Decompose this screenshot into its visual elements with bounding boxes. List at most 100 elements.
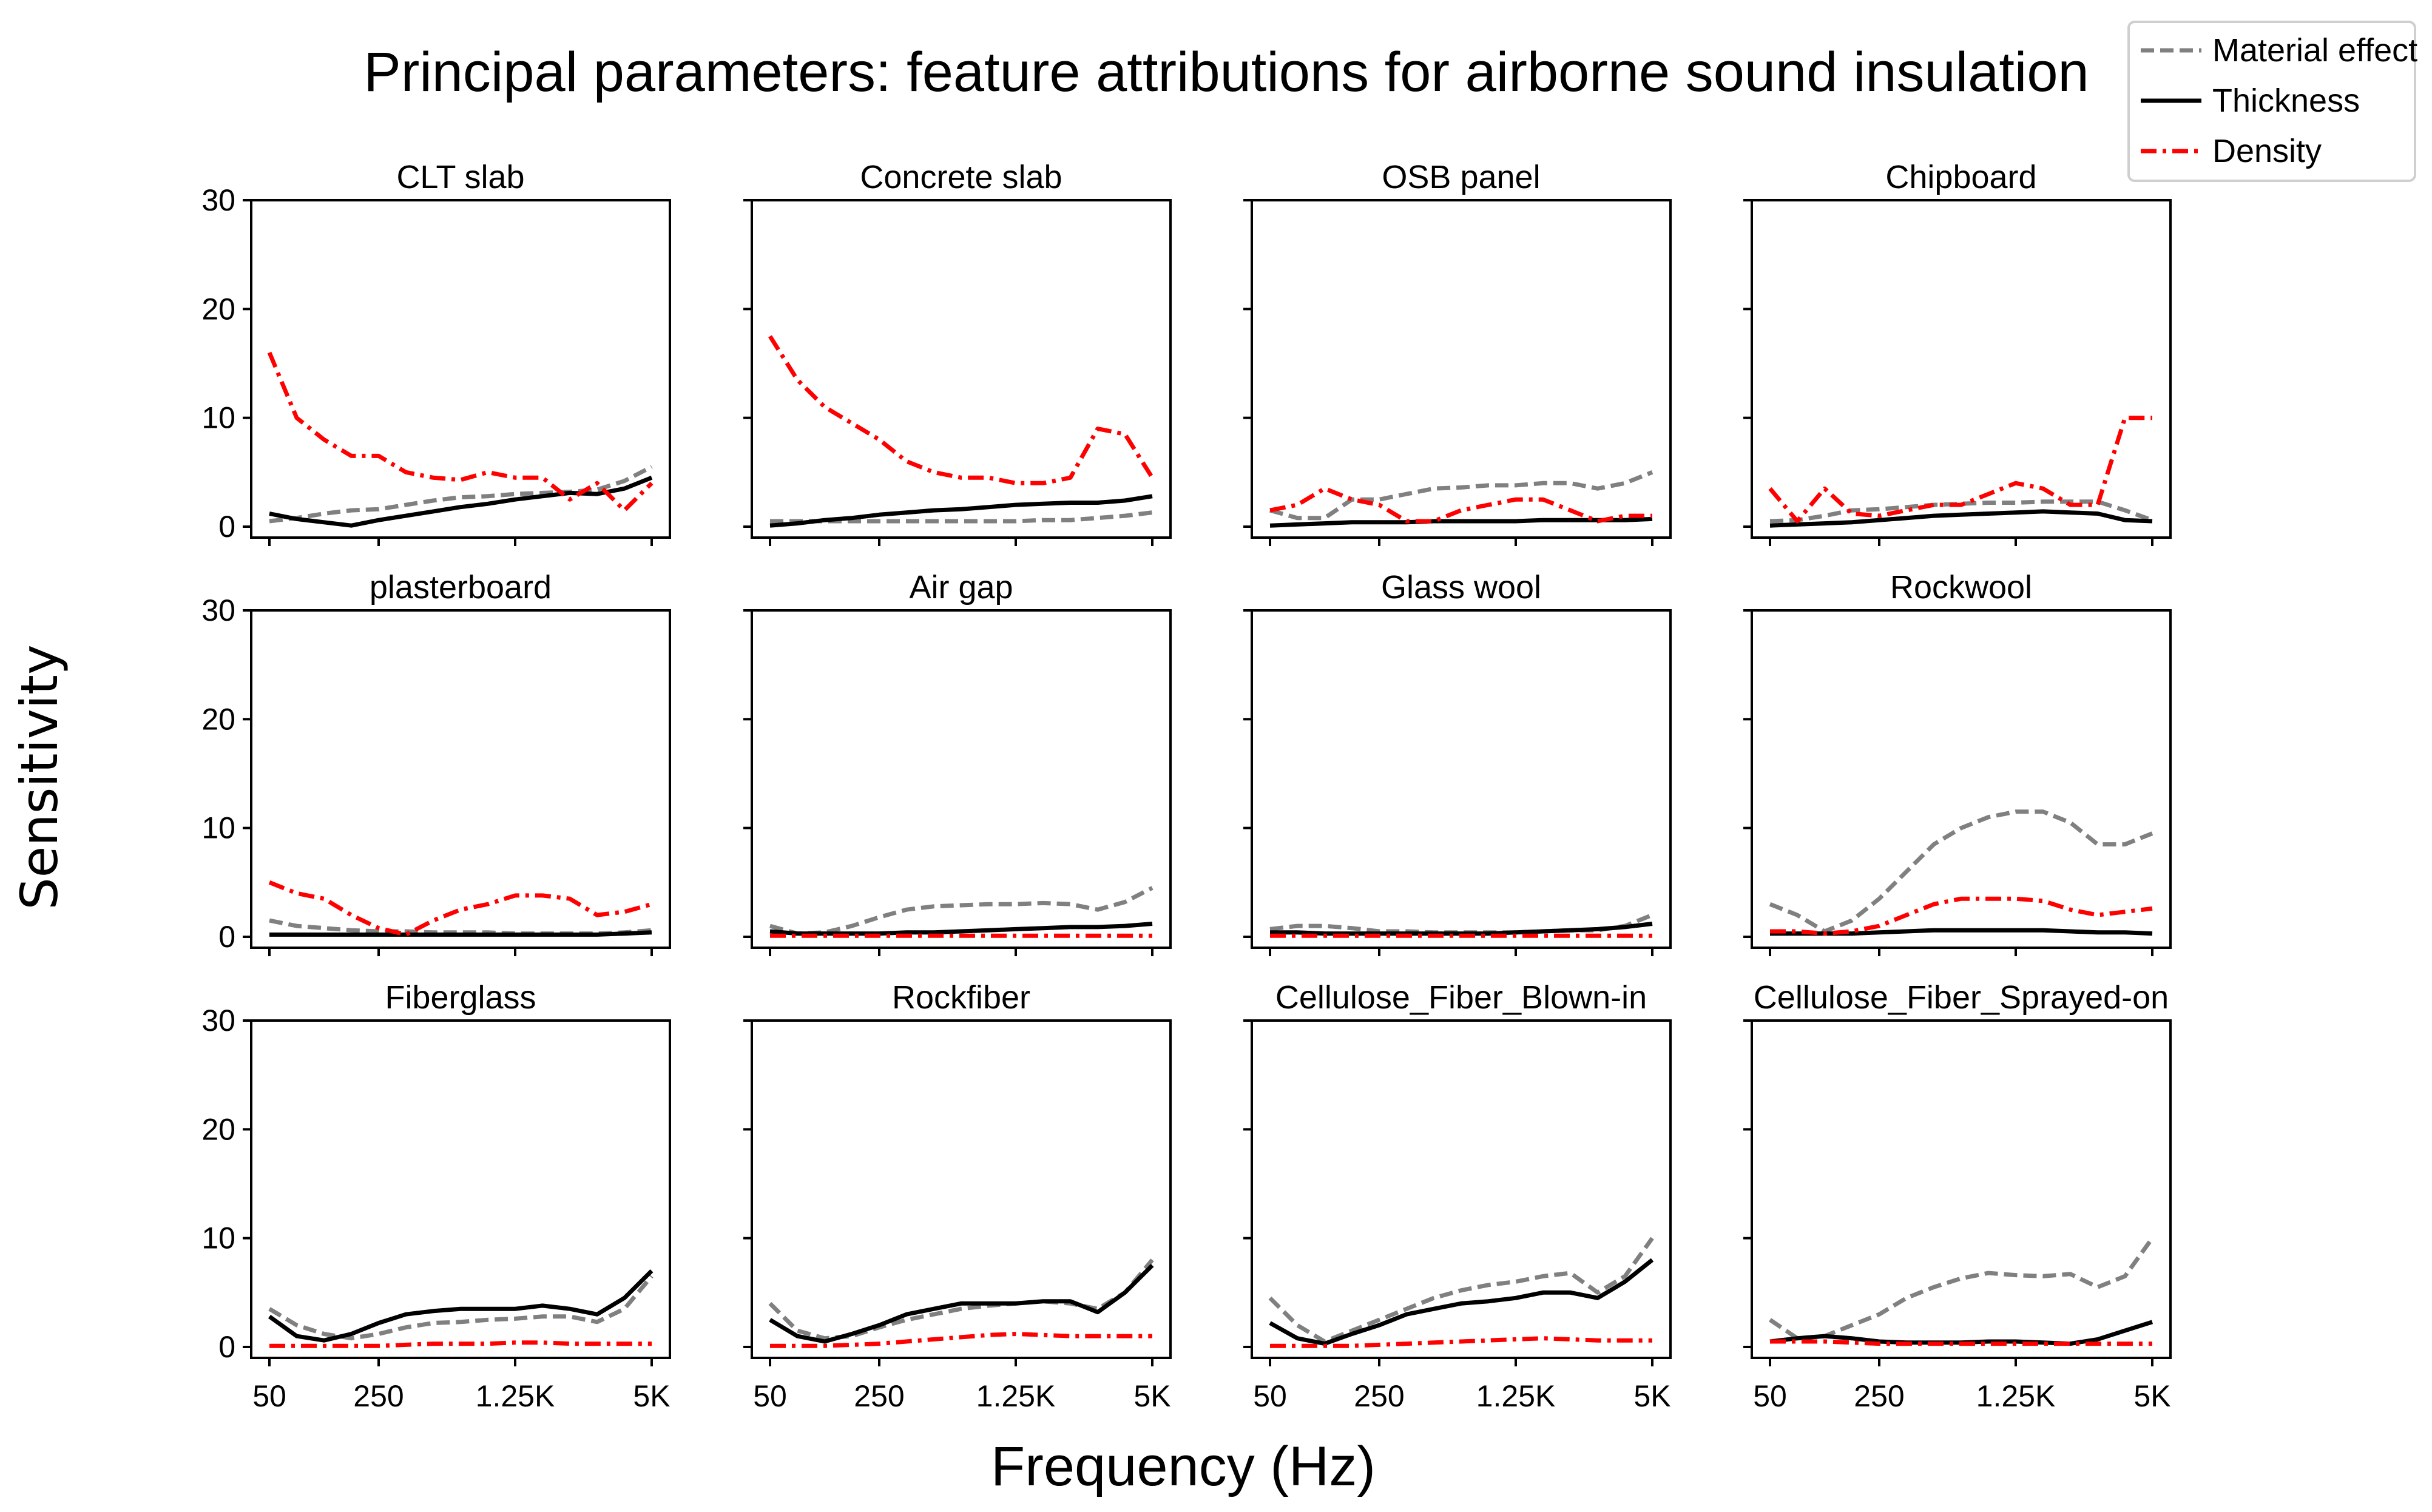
panel-cellulose-fiber-sprayed-on: Cellulose_Fiber_Sprayed-on 50 250 1.25K 5K	[1743, 979, 2172, 1413]
x-tick-label: 5K	[1133, 1379, 1170, 1413]
panel-air-gap: Air gap	[743, 569, 1172, 956]
y-tick-label: 30	[201, 1004, 235, 1038]
series-line-thickness	[769, 1264, 1154, 1344]
series-line-density	[269, 1340, 652, 1348]
y-tick-label: 30	[201, 183, 235, 217]
panel-rockfiber: Rockfiber 50 250 1.25K 5K	[743, 979, 1172, 1413]
y-tick-label: 10	[201, 811, 235, 845]
panel-grid: CLT slab 0 10 20 30 Concrete slab OSB panel Chi…	[201, 159, 2172, 1413]
y-tick-label: 10	[201, 1221, 235, 1255]
panel-title: CLT slab	[396, 159, 524, 195]
series-line-material-effect	[769, 886, 1154, 936]
panel-title: OSB panel	[1382, 159, 1540, 195]
y-axis-label: Sensitivity	[10, 644, 69, 910]
panel-title: Air gap	[909, 569, 1013, 606]
series-line-density	[1270, 1336, 1652, 1348]
y-tick-label: 10	[201, 401, 235, 435]
x-tick-label: 5K	[2133, 1379, 2170, 1413]
panel-frame	[751, 1019, 1172, 1359]
panel-frame	[250, 199, 671, 539]
panel-title: Cellulose_Fiber_Blown-in	[1275, 979, 1647, 1016]
series-line-thickness	[268, 1269, 654, 1343]
panel-frame	[1251, 609, 1672, 949]
series-line-thickness	[1769, 509, 2153, 528]
series-line-thickness	[769, 494, 1153, 528]
series-line-density	[768, 335, 1154, 485]
panel-title: Fiberglass	[385, 979, 536, 1016]
series-line-thickness	[1270, 922, 1653, 936]
panel-frame	[1751, 1019, 2172, 1359]
series-line-thickness	[269, 476, 653, 528]
x-tick-label: 50	[1753, 1379, 1787, 1413]
panel-frame	[250, 609, 671, 949]
series-line-density	[1770, 896, 2153, 936]
panel-frame	[1751, 199, 2172, 539]
y-tick-label: 20	[201, 702, 235, 736]
legend-label-material-effect: Material effect	[2212, 32, 2417, 69]
y-tick-label: 30	[201, 593, 235, 627]
x-tick-label: 5K	[1633, 1379, 1670, 1413]
x-tick-label: 250	[353, 1379, 404, 1413]
panel-plasterboard: plasterboard 0 10 20 30	[201, 569, 671, 956]
series-line-material-effect	[268, 1275, 654, 1341]
y-tick-label: 20	[201, 292, 235, 326]
panel-title: Glass wool	[1381, 569, 1541, 606]
panel-rockwool: Rockwool	[1743, 569, 2172, 956]
x-tick-label: 250	[854, 1379, 904, 1413]
series-line-density	[1269, 486, 1652, 524]
x-tick-label: 50	[252, 1379, 286, 1413]
panel-cellulose-fiber-blown-in: Cellulose_Fiber_Blown-in 50 250 1.25K 5K	[1243, 979, 1672, 1413]
series-line-thickness	[769, 922, 1153, 936]
panel-title: Rockfiber	[892, 979, 1030, 1016]
panel-chipboard: Chipboard	[1743, 159, 2172, 546]
series-line-material-effect	[1268, 1237, 1654, 1344]
series-line-density	[770, 1332, 1152, 1348]
panel-frame	[1251, 1019, 1672, 1359]
series-line-material-effect	[1769, 1237, 2154, 1341]
y-tick-label: 0	[218, 510, 235, 544]
y-tick-label: 0	[218, 1330, 235, 1364]
legend-label-thickness: Thickness	[2212, 83, 2360, 119]
panel-frame	[250, 1019, 671, 1359]
panel-title: Concrete slab	[860, 159, 1062, 195]
x-tick-label: 5K	[633, 1379, 670, 1413]
series-line-density	[267, 351, 654, 513]
x-tick-label: 1.25K	[1976, 1379, 2056, 1413]
series-line-material-effect	[1769, 499, 2153, 524]
series-line-density	[268, 880, 652, 937]
x-axis-label: Frequency (Hz)	[991, 1436, 1376, 1497]
x-tick-label: 250	[1354, 1379, 1404, 1413]
panel-title: Cellulose_Fiber_Sprayed-on	[1754, 979, 2169, 1016]
panel-frame	[1251, 199, 1672, 539]
x-tick-label: 50	[753, 1379, 787, 1413]
series-line-material-effect	[1269, 470, 1653, 521]
x-tick-label: 1.25K	[1476, 1379, 1556, 1413]
x-tick-label: 250	[1854, 1379, 1904, 1413]
panel-title: Rockwool	[1890, 569, 2032, 606]
series-line-material-effect	[1769, 809, 2153, 934]
panel-osb-panel: OSB panel	[1243, 159, 1672, 546]
panel-clt-slab: CLT slab 0 10 20 30	[201, 159, 671, 546]
x-tick-label: 1.25K	[976, 1379, 1056, 1413]
panel-frame	[1751, 609, 2172, 949]
panel-fiberglass: Fiberglass 0 10 20 30 50 250 1.25K 5K	[201, 979, 671, 1413]
panel-frame	[751, 609, 1172, 949]
y-tick-label: 0	[218, 920, 235, 954]
panel-frame	[751, 199, 1172, 539]
legend: Material effect Thickness Density	[2127, 21, 2417, 182]
legend-frame	[2127, 21, 2416, 182]
panel-title: plasterboard	[370, 569, 552, 606]
series-line-thickness	[1269, 1258, 1654, 1346]
chart-title: Principal parameters: feature attributio…	[363, 41, 2089, 103]
panel-concrete-slab: Concrete slab	[743, 159, 1172, 546]
panel-title: Chipboard	[1885, 159, 2036, 195]
x-tick-label: 1.25K	[476, 1379, 555, 1413]
series-line-thickness	[1269, 516, 1653, 528]
x-tick-label: 50	[1253, 1379, 1287, 1413]
series-line-density	[1770, 1339, 2152, 1346]
legend-label-density: Density	[2212, 133, 2322, 169]
series-line-density	[1768, 416, 2152, 524]
panel-glass-wool: Glass wool	[1243, 569, 1672, 956]
y-tick-label: 20	[201, 1112, 235, 1146]
